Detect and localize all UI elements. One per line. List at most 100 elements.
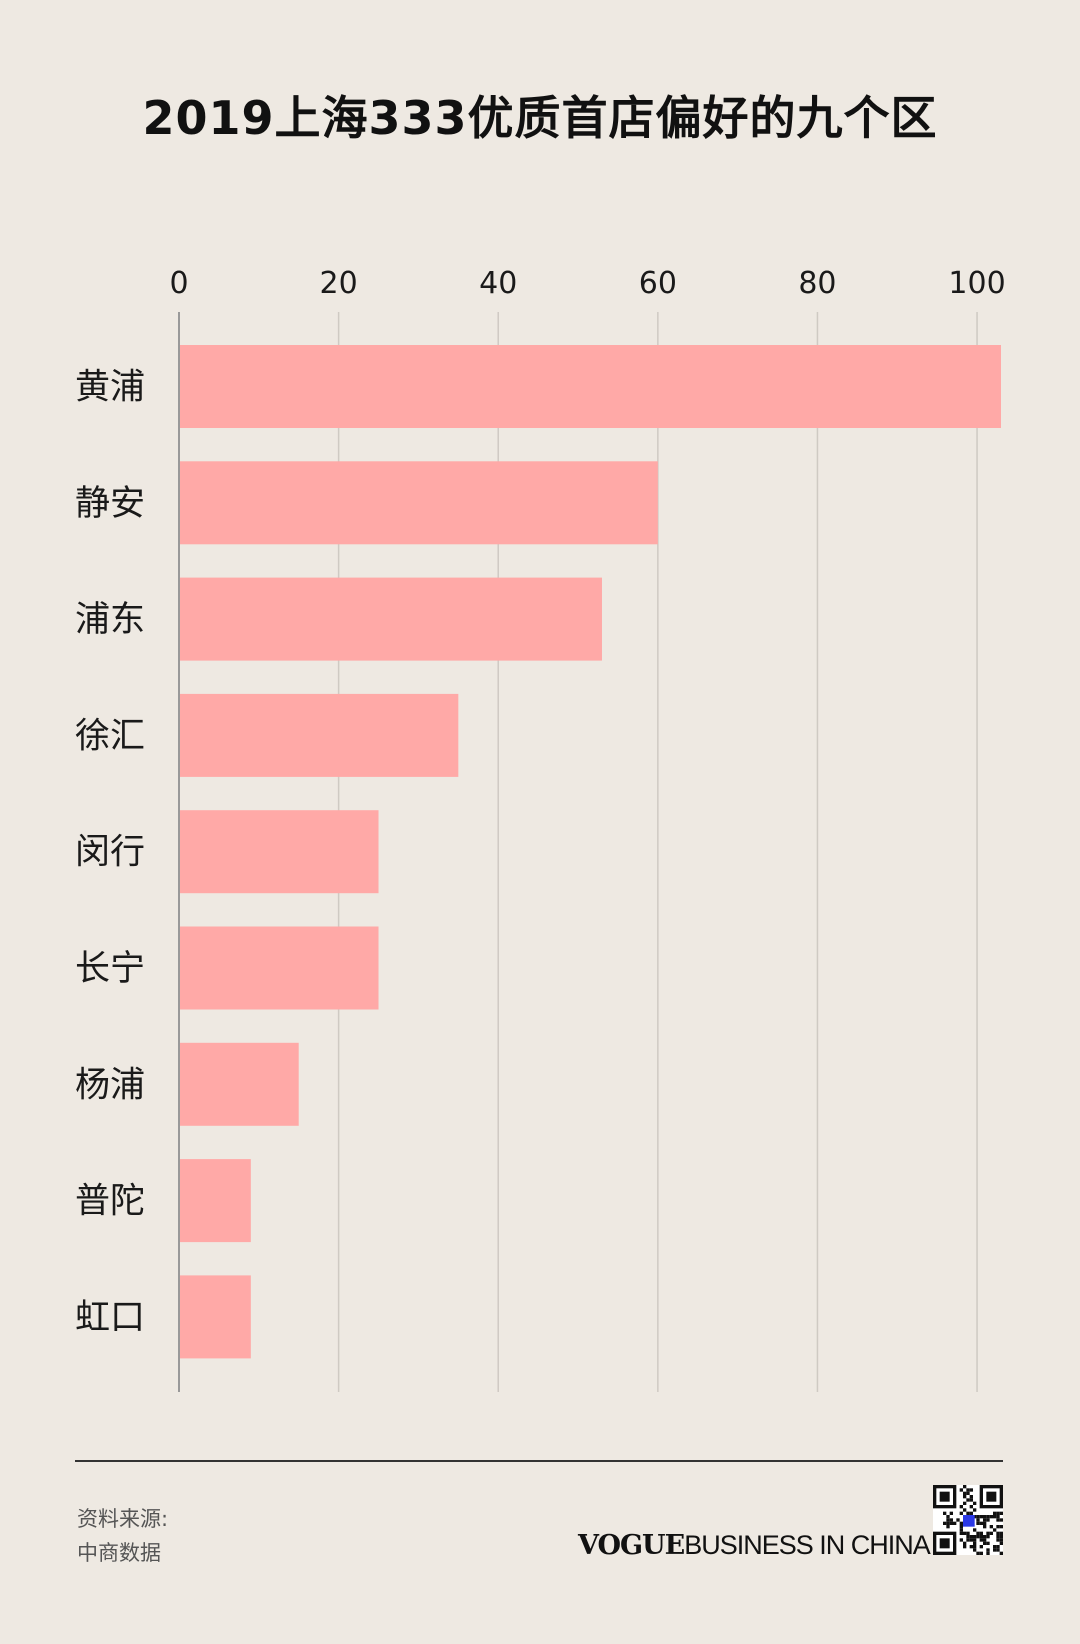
qr-module <box>979 1545 983 1549</box>
qr-module <box>989 1515 993 1519</box>
x-tick-label: 40 <box>479 266 517 301</box>
qr-center-logo <box>963 1515 975 1527</box>
qr-module <box>953 1521 957 1525</box>
qr-module <box>959 1521 963 1525</box>
x-tick-label: 0 <box>169 266 188 301</box>
qr-module <box>999 1518 1003 1522</box>
qr-module <box>999 1531 1003 1535</box>
x-tick-label: 80 <box>798 266 836 301</box>
qr-module <box>966 1488 970 1492</box>
category-label: 徐汇 <box>75 716 145 756</box>
qr-module <box>959 1531 963 1535</box>
qr-module <box>983 1541 987 1545</box>
qr-module <box>973 1501 977 1505</box>
qr-module <box>959 1505 963 1509</box>
qr-module <box>983 1525 987 1529</box>
qr-module <box>983 1518 987 1522</box>
bar <box>179 1159 251 1243</box>
qr-module <box>999 1511 1003 1515</box>
qr-module <box>983 1538 987 1542</box>
category-label: 杨浦 <box>75 1065 145 1105</box>
bar <box>179 577 602 661</box>
qr-module <box>946 1525 950 1529</box>
qr-module <box>986 1541 990 1545</box>
qr-module <box>999 1538 1003 1542</box>
brand-logo-vogue: VOGUE <box>578 1530 685 1561</box>
qr-module <box>963 1501 967 1505</box>
qr-module <box>966 1491 970 1495</box>
source-label: 资料来源: <box>77 1507 169 1531</box>
qr-module <box>996 1531 1000 1535</box>
qr-module <box>986 1518 990 1522</box>
qr-module <box>996 1518 1000 1522</box>
qr-module <box>986 1535 990 1539</box>
qr-module <box>959 1528 963 1532</box>
qr-module <box>956 1518 960 1522</box>
qr-module <box>986 1531 990 1535</box>
qr-module <box>993 1511 997 1515</box>
qr-module <box>973 1541 977 1545</box>
qr-module <box>999 1525 1003 1529</box>
qr-module <box>966 1535 970 1539</box>
chart-title: 2019上海333优质首店偏好的九个区 <box>142 91 938 145</box>
qr-module <box>989 1525 993 1529</box>
qr-module <box>969 1545 973 1549</box>
qr-module <box>976 1551 980 1555</box>
qr-module <box>993 1545 997 1549</box>
category-label: 普陀 <box>75 1182 145 1222</box>
category-label: 静安 <box>75 484 145 524</box>
qr-module <box>979 1551 983 1555</box>
qr-module <box>976 1518 980 1522</box>
qr-finder-core <box>939 1538 950 1549</box>
qr-module <box>946 1515 950 1519</box>
qr-module <box>986 1548 990 1552</box>
qr-module <box>979 1535 983 1539</box>
qr-module <box>999 1535 1003 1539</box>
qr-module <box>966 1531 970 1535</box>
qr-module <box>973 1508 977 1512</box>
qr-module <box>949 1521 953 1525</box>
qr-module <box>983 1535 987 1539</box>
qr-module <box>963 1491 967 1495</box>
qr-module <box>996 1525 1000 1529</box>
qr-module <box>969 1488 973 1492</box>
footer-divider <box>75 1460 1003 1462</box>
qr-module <box>993 1548 997 1552</box>
qr-module <box>989 1531 993 1535</box>
qr-module <box>976 1531 980 1535</box>
qr-module <box>973 1528 977 1532</box>
bar <box>179 693 459 777</box>
qr-module <box>969 1511 973 1515</box>
qr-module <box>976 1535 980 1539</box>
qr-module <box>973 1548 977 1552</box>
qr-module <box>983 1521 987 1525</box>
bar <box>179 926 379 1010</box>
qr-module <box>959 1525 963 1529</box>
qr-module <box>946 1518 950 1522</box>
qr-module <box>969 1505 973 1509</box>
qr-module <box>996 1511 1000 1515</box>
qr-module <box>966 1498 970 1502</box>
qr-module <box>963 1485 967 1489</box>
category-label: 闵行 <box>75 833 145 873</box>
qr-module <box>966 1538 970 1542</box>
qr-module <box>993 1528 997 1532</box>
brand-logo-rest: BUSINESS IN CHINA <box>684 1530 931 1560</box>
qr-module <box>969 1535 973 1539</box>
source-note: 资料来源: 中商数据 <box>77 1502 168 1570</box>
qr-module <box>943 1511 947 1515</box>
qr-module <box>983 1515 987 1519</box>
qr-module <box>976 1515 980 1519</box>
qr-module <box>996 1535 1000 1539</box>
qr-module <box>999 1551 1003 1555</box>
qr-module <box>963 1508 967 1512</box>
qr-module <box>949 1511 953 1515</box>
qr-module <box>959 1538 963 1542</box>
qr-module <box>949 1518 953 1522</box>
qr-module <box>996 1548 1000 1552</box>
category-label: 黄浦 <box>75 368 145 408</box>
qr-code-icon[interactable] <box>933 1485 1003 1555</box>
bar <box>179 1042 299 1126</box>
qr-module <box>979 1531 983 1535</box>
